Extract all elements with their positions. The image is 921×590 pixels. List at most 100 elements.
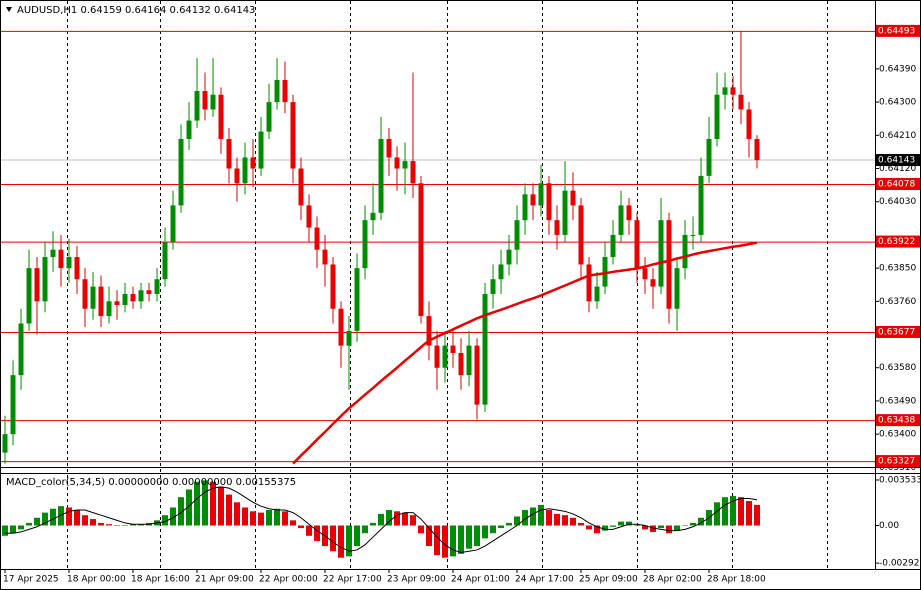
candle-body xyxy=(618,205,624,235)
histogram-bar xyxy=(674,525,680,531)
last-price-label: 0.64143 xyxy=(878,156,915,166)
histogram-bar xyxy=(194,481,200,526)
histogram-bar xyxy=(554,513,560,526)
candle-body xyxy=(522,194,528,221)
candle-body xyxy=(338,308,344,346)
candle-body xyxy=(626,205,632,221)
candle-body xyxy=(602,257,608,287)
y-tick-label: 0.63760 xyxy=(879,297,916,307)
last-price-box xyxy=(876,154,920,167)
x-tick-label: 18 Apr 16:00 xyxy=(131,575,190,585)
histogram-bar xyxy=(90,519,96,526)
histogram-bar xyxy=(306,525,312,536)
candle-body xyxy=(138,290,144,302)
histogram-bar xyxy=(138,524,144,526)
candle-body xyxy=(738,94,744,110)
histogram-bar xyxy=(34,517,40,526)
histogram-bar xyxy=(546,510,552,526)
y-tick-label: 0.64300 xyxy=(879,98,916,108)
candle-body xyxy=(82,279,88,309)
histogram-bar xyxy=(106,524,112,526)
candle-body xyxy=(250,157,256,169)
histogram-bar xyxy=(338,525,344,558)
macd xyxy=(2,480,760,558)
histogram-bar xyxy=(610,525,616,527)
x-tick-label: 28 Apr 18:00 xyxy=(707,575,766,585)
candle-body xyxy=(378,138,384,213)
histogram-bar xyxy=(738,497,744,526)
histogram-bar xyxy=(634,525,640,526)
candle-body xyxy=(570,190,576,206)
candle-body xyxy=(274,79,280,103)
candle-body xyxy=(298,168,304,206)
candle-body xyxy=(362,220,368,269)
y-tick-label: 0.63850 xyxy=(879,264,916,274)
histogram-bar xyxy=(538,504,544,526)
histogram-bar xyxy=(210,481,216,526)
y-tick-label: 0.64030 xyxy=(879,197,916,207)
candle-body xyxy=(666,220,672,309)
histogram-bar xyxy=(114,525,120,526)
histogram-bar xyxy=(682,525,688,526)
candle-body xyxy=(466,345,472,376)
histogram-bar xyxy=(722,497,728,526)
histogram-bar xyxy=(354,525,360,547)
histogram-bar xyxy=(730,495,736,526)
candle-body xyxy=(210,94,216,110)
candle-body xyxy=(458,352,464,376)
candle-body xyxy=(610,234,616,258)
histogram-bar xyxy=(498,525,504,529)
candle-body xyxy=(434,345,440,368)
histogram-bar xyxy=(490,525,496,534)
candle-body xyxy=(74,257,80,280)
histogram-bar xyxy=(42,512,48,526)
candle-body xyxy=(146,290,152,294)
histogram-bar xyxy=(698,517,704,526)
candle-body xyxy=(722,87,728,95)
histogram-bar xyxy=(602,525,608,531)
histogram-bar xyxy=(2,525,8,536)
histogram-bar xyxy=(218,486,224,526)
candle-body xyxy=(554,220,560,235)
histogram-bar xyxy=(266,510,272,526)
candle-body xyxy=(234,168,240,184)
candle-body xyxy=(418,183,424,317)
candle-body xyxy=(34,268,40,302)
histogram-bar xyxy=(754,504,760,526)
histogram-bar xyxy=(426,525,432,547)
candle-body xyxy=(538,183,544,206)
histogram-bar xyxy=(450,525,456,557)
histogram-bar xyxy=(410,515,416,526)
indicator-title: MACD_color(5,34,5) 0.00000000 0.00000000… xyxy=(6,477,296,488)
candle-body xyxy=(50,249,56,258)
candle-body xyxy=(330,264,336,309)
candle-body xyxy=(242,157,248,184)
candle-body xyxy=(18,323,24,376)
histogram-bar xyxy=(658,525,664,529)
x-tick-label: 22 Apr 00:00 xyxy=(259,575,318,585)
candle-body xyxy=(690,234,696,236)
histogram-bar xyxy=(618,521,624,526)
histogram-bar xyxy=(234,502,240,526)
histogram-bar xyxy=(690,522,696,526)
candle-body xyxy=(194,91,200,121)
y-tick-label: -0.002925 xyxy=(879,559,921,569)
histogram-bar xyxy=(82,515,88,526)
candle-body xyxy=(474,345,480,405)
histogram-bar xyxy=(162,515,168,526)
level-label: 0.63327 xyxy=(878,457,915,467)
candle-body xyxy=(122,293,128,306)
histogram-bar xyxy=(514,516,520,526)
histogram-bar xyxy=(714,502,720,526)
candle-body xyxy=(10,375,16,435)
y-tick-label: 0.63490 xyxy=(879,396,916,406)
y-tick-label: 0.63400 xyxy=(879,430,916,440)
histogram-bar xyxy=(522,510,528,526)
histogram-bar xyxy=(402,512,408,526)
histogram-bar xyxy=(562,515,568,526)
histogram-bar xyxy=(330,525,336,552)
candle-body xyxy=(202,91,208,110)
histogram-bar xyxy=(122,525,128,526)
histogram-bar xyxy=(482,525,488,539)
histogram-bar xyxy=(298,525,304,529)
